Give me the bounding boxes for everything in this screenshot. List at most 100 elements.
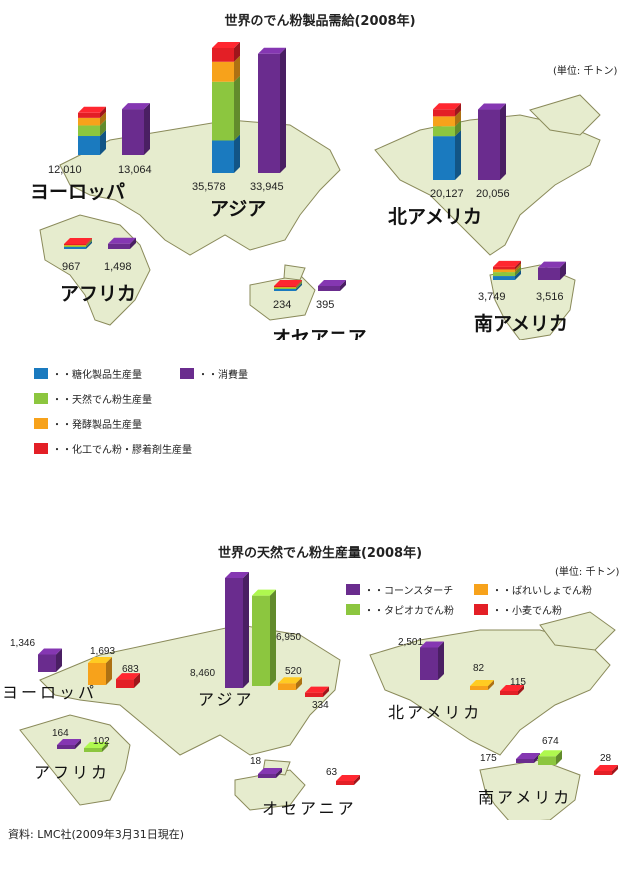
region-africa: アフリカ	[60, 283, 136, 305]
prod-bar-segment	[274, 283, 302, 291]
legend-swatch	[474, 604, 488, 615]
prod-bar-segment	[274, 281, 302, 289]
legend-swatch	[34, 393, 48, 404]
legend-swatch	[180, 368, 194, 379]
native-starch-bar	[516, 753, 540, 763]
as-cons-label: 33,945	[250, 181, 284, 193]
na-wheat-label: 115	[510, 677, 526, 688]
chart1-region-labels: ヨーロッパ アジア 北アメリカ アフリカ オセアニア 南アメリカ	[30, 181, 568, 340]
bar-cap	[305, 686, 329, 693]
prod-bar-segment	[433, 110, 461, 127]
sa-cons-label: 3,516	[536, 291, 564, 303]
af-cons-label: 1,498	[104, 261, 132, 273]
prod-bar-segment	[78, 106, 106, 118]
source-note: 資料: LMC社(2009年3月31日現在)	[8, 828, 185, 841]
prod-bar-segment	[64, 241, 92, 249]
bar-cap	[252, 589, 276, 596]
prod-bar-segment	[78, 119, 106, 137]
region2-oceania: オセアニア	[262, 799, 357, 818]
region2-africa: アフリカ	[34, 763, 110, 782]
map-greenland	[529, 94, 601, 136]
prod-bar-segment	[433, 130, 461, 180]
native-starch-bar	[470, 680, 494, 690]
chart1-value-labels: 12,010 13,064 35,578 33,945 20,127 20,05…	[48, 164, 564, 311]
oc-corn-label: 18	[250, 756, 262, 767]
native-starch-bar	[336, 775, 360, 785]
bar-cap	[225, 572, 249, 578]
legend-swatch	[34, 418, 48, 429]
native-starch-bar	[500, 685, 524, 695]
cons-bar	[258, 47, 286, 173]
native-starch-bar	[38, 648, 62, 672]
oc-prod-label: 234	[273, 299, 291, 311]
bar-cap	[108, 237, 136, 244]
native-starch-bar	[538, 750, 562, 765]
na-cons-label: 20,056	[476, 188, 510, 200]
cons-bar	[122, 103, 150, 155]
eu-potato-label: 1,693	[90, 646, 115, 657]
cons-bar	[538, 261, 566, 280]
legend2-item-potato: ・・ばれいしょでん粉	[474, 582, 592, 597]
sa-prod-label: 3,749	[478, 291, 506, 303]
bar-cap	[516, 753, 540, 759]
bar-cap	[594, 765, 618, 771]
legend1-item-consumption: ・・消費量	[180, 366, 248, 381]
legend-swatch	[346, 584, 360, 595]
prod-bar-segment	[64, 238, 92, 246]
prod-bar-segment	[493, 266, 521, 277]
chart1-bars	[64, 42, 566, 291]
map-africa	[39, 214, 151, 326]
eu-wheat-label: 683	[122, 664, 139, 675]
legend1-item-fermented: ・・発酵製品生産量	[34, 416, 142, 431]
chart2-region-labels: ヨーロッパ アジア 北アメリカ アフリカ オセアニア 南アメリカ	[2, 683, 569, 818]
native-starch-bar	[88, 656, 112, 685]
prod-bar-segment	[78, 130, 106, 155]
bar-cap	[84, 742, 108, 748]
legend1-item-saccharified: ・・糖化製品生産量	[34, 366, 142, 381]
native-starch-bar	[305, 686, 329, 697]
oc-cons-label: 395	[316, 299, 334, 311]
prod-bar-segment	[433, 103, 461, 117]
bar-cap	[336, 775, 360, 781]
native-starch-bar	[278, 677, 302, 690]
map2-greenland	[539, 611, 616, 651]
eu-corn-label: 1,346	[10, 638, 35, 649]
sa-tapioca-label: 674	[542, 736, 559, 747]
chart1-canvas: 12,010 13,064 35,578 33,945 20,127 20,05…	[30, 42, 601, 340]
world-map-2	[19, 611, 616, 820]
bar-cap	[38, 648, 62, 655]
prod-bar-segment	[212, 42, 240, 62]
bar-cap	[478, 103, 506, 110]
legend1-item-modified: ・・化工でん粉・膠着剤生産量	[34, 441, 192, 456]
as-potato-label: 520	[285, 666, 302, 677]
chart2-bars	[38, 572, 618, 785]
bar-cap	[258, 47, 286, 54]
prod-bar-segment	[212, 55, 240, 82]
cons-bar	[108, 237, 136, 249]
prod-bar-segment	[493, 270, 521, 280]
native-starch-bar	[225, 572, 249, 688]
native-starch-bar	[116, 673, 140, 688]
af-tapioca-label: 102	[93, 736, 110, 747]
bar-cap	[538, 750, 562, 757]
bar-cap	[470, 680, 494, 686]
map2-namerica	[369, 629, 611, 756]
as-prod-label: 35,578	[192, 181, 226, 193]
native-starch-bar	[420, 641, 444, 680]
prod-bar-segment	[274, 280, 302, 288]
bar-cap	[500, 685, 524, 691]
bar-cap	[57, 739, 81, 745]
legend2-item-wheat: ・・小麦でん粉	[474, 602, 562, 617]
prod-bar-segment	[493, 263, 521, 273]
native-starch-bar	[594, 765, 618, 775]
na-corn-label: 2,501	[398, 637, 423, 648]
as-tapioca-label: 6,950	[276, 632, 301, 643]
prod-bar-segment	[212, 75, 240, 141]
region-namerica: 北アメリカ	[388, 206, 482, 228]
bar-cap	[318, 280, 346, 286]
prod-bar-segment	[274, 280, 302, 287]
bar-cap	[122, 103, 150, 110]
legend2-item-tapioca: ・・タピオカでん粉	[346, 602, 454, 617]
legend2-item-corn: ・・コーンスターチ	[346, 582, 453, 597]
native-starch-bar	[57, 739, 81, 749]
